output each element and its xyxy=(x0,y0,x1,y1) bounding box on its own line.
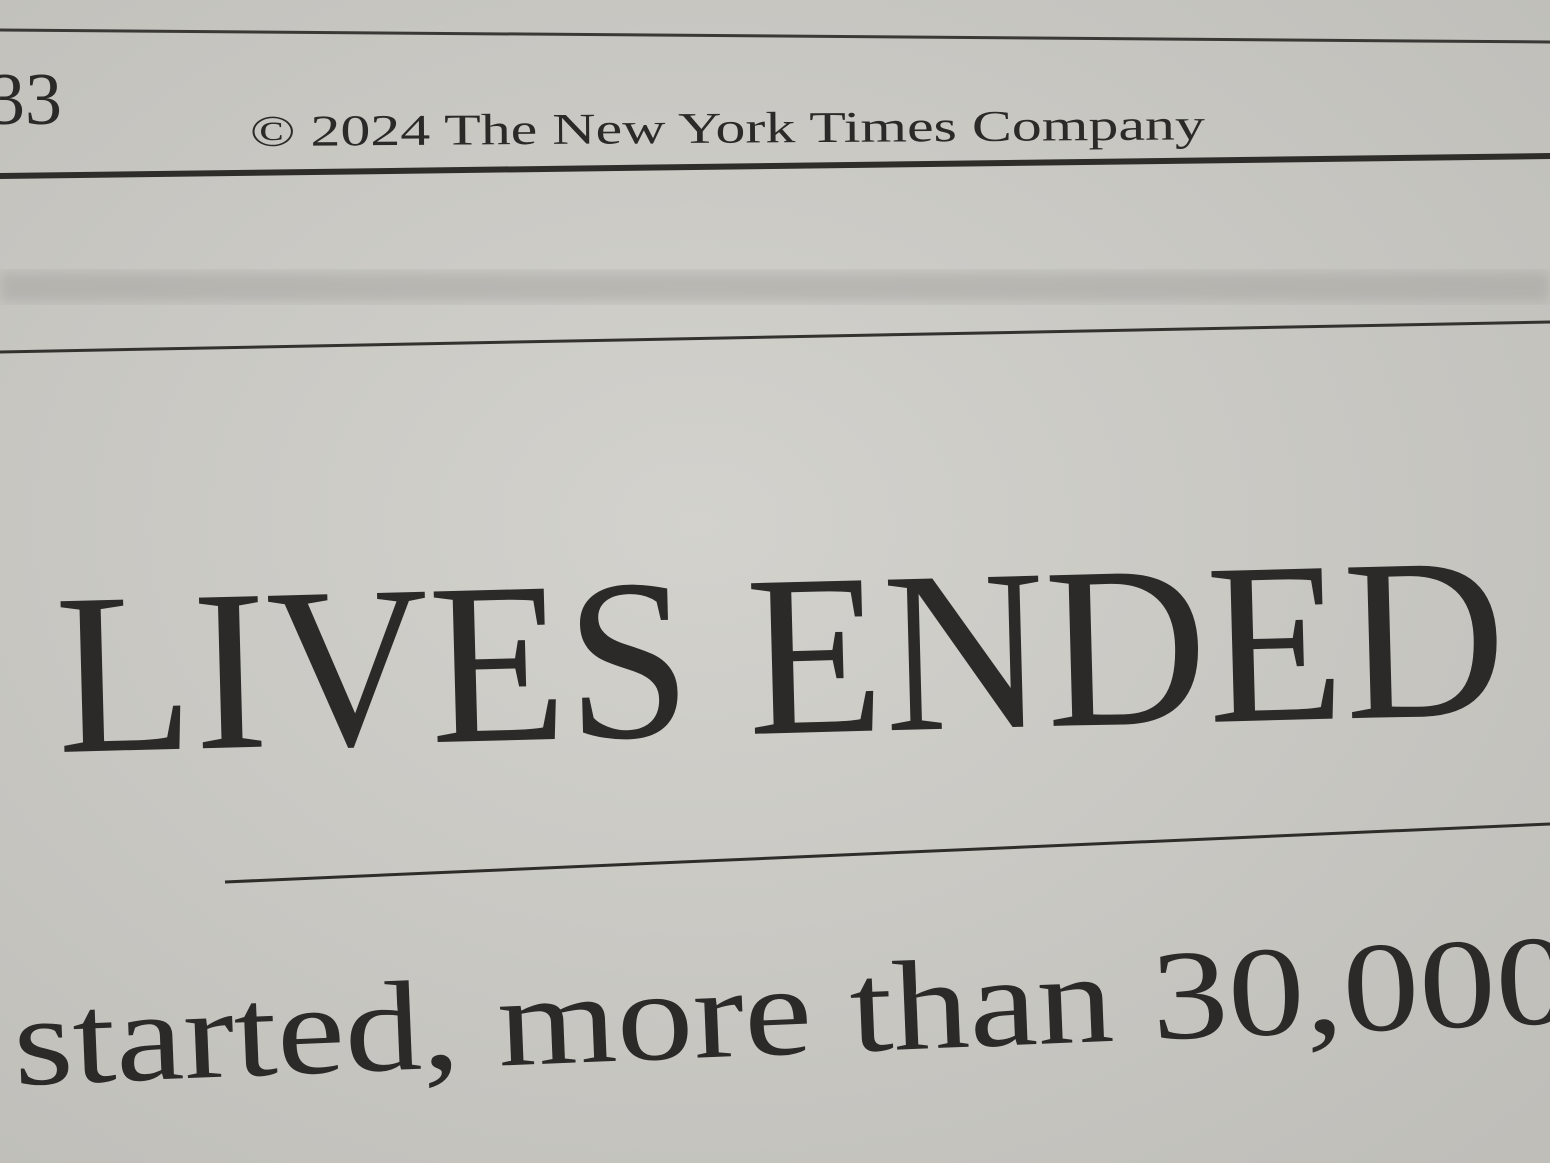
copyright: © 2024 The New York Times Company xyxy=(250,100,1205,156)
rule xyxy=(224,822,1550,884)
rule xyxy=(0,28,1550,44)
rule xyxy=(0,153,1550,179)
show-through xyxy=(0,272,1550,302)
page-number: 33 xyxy=(0,59,62,141)
headline: LIVES ENDED xyxy=(53,509,1509,802)
rule xyxy=(0,320,1550,354)
